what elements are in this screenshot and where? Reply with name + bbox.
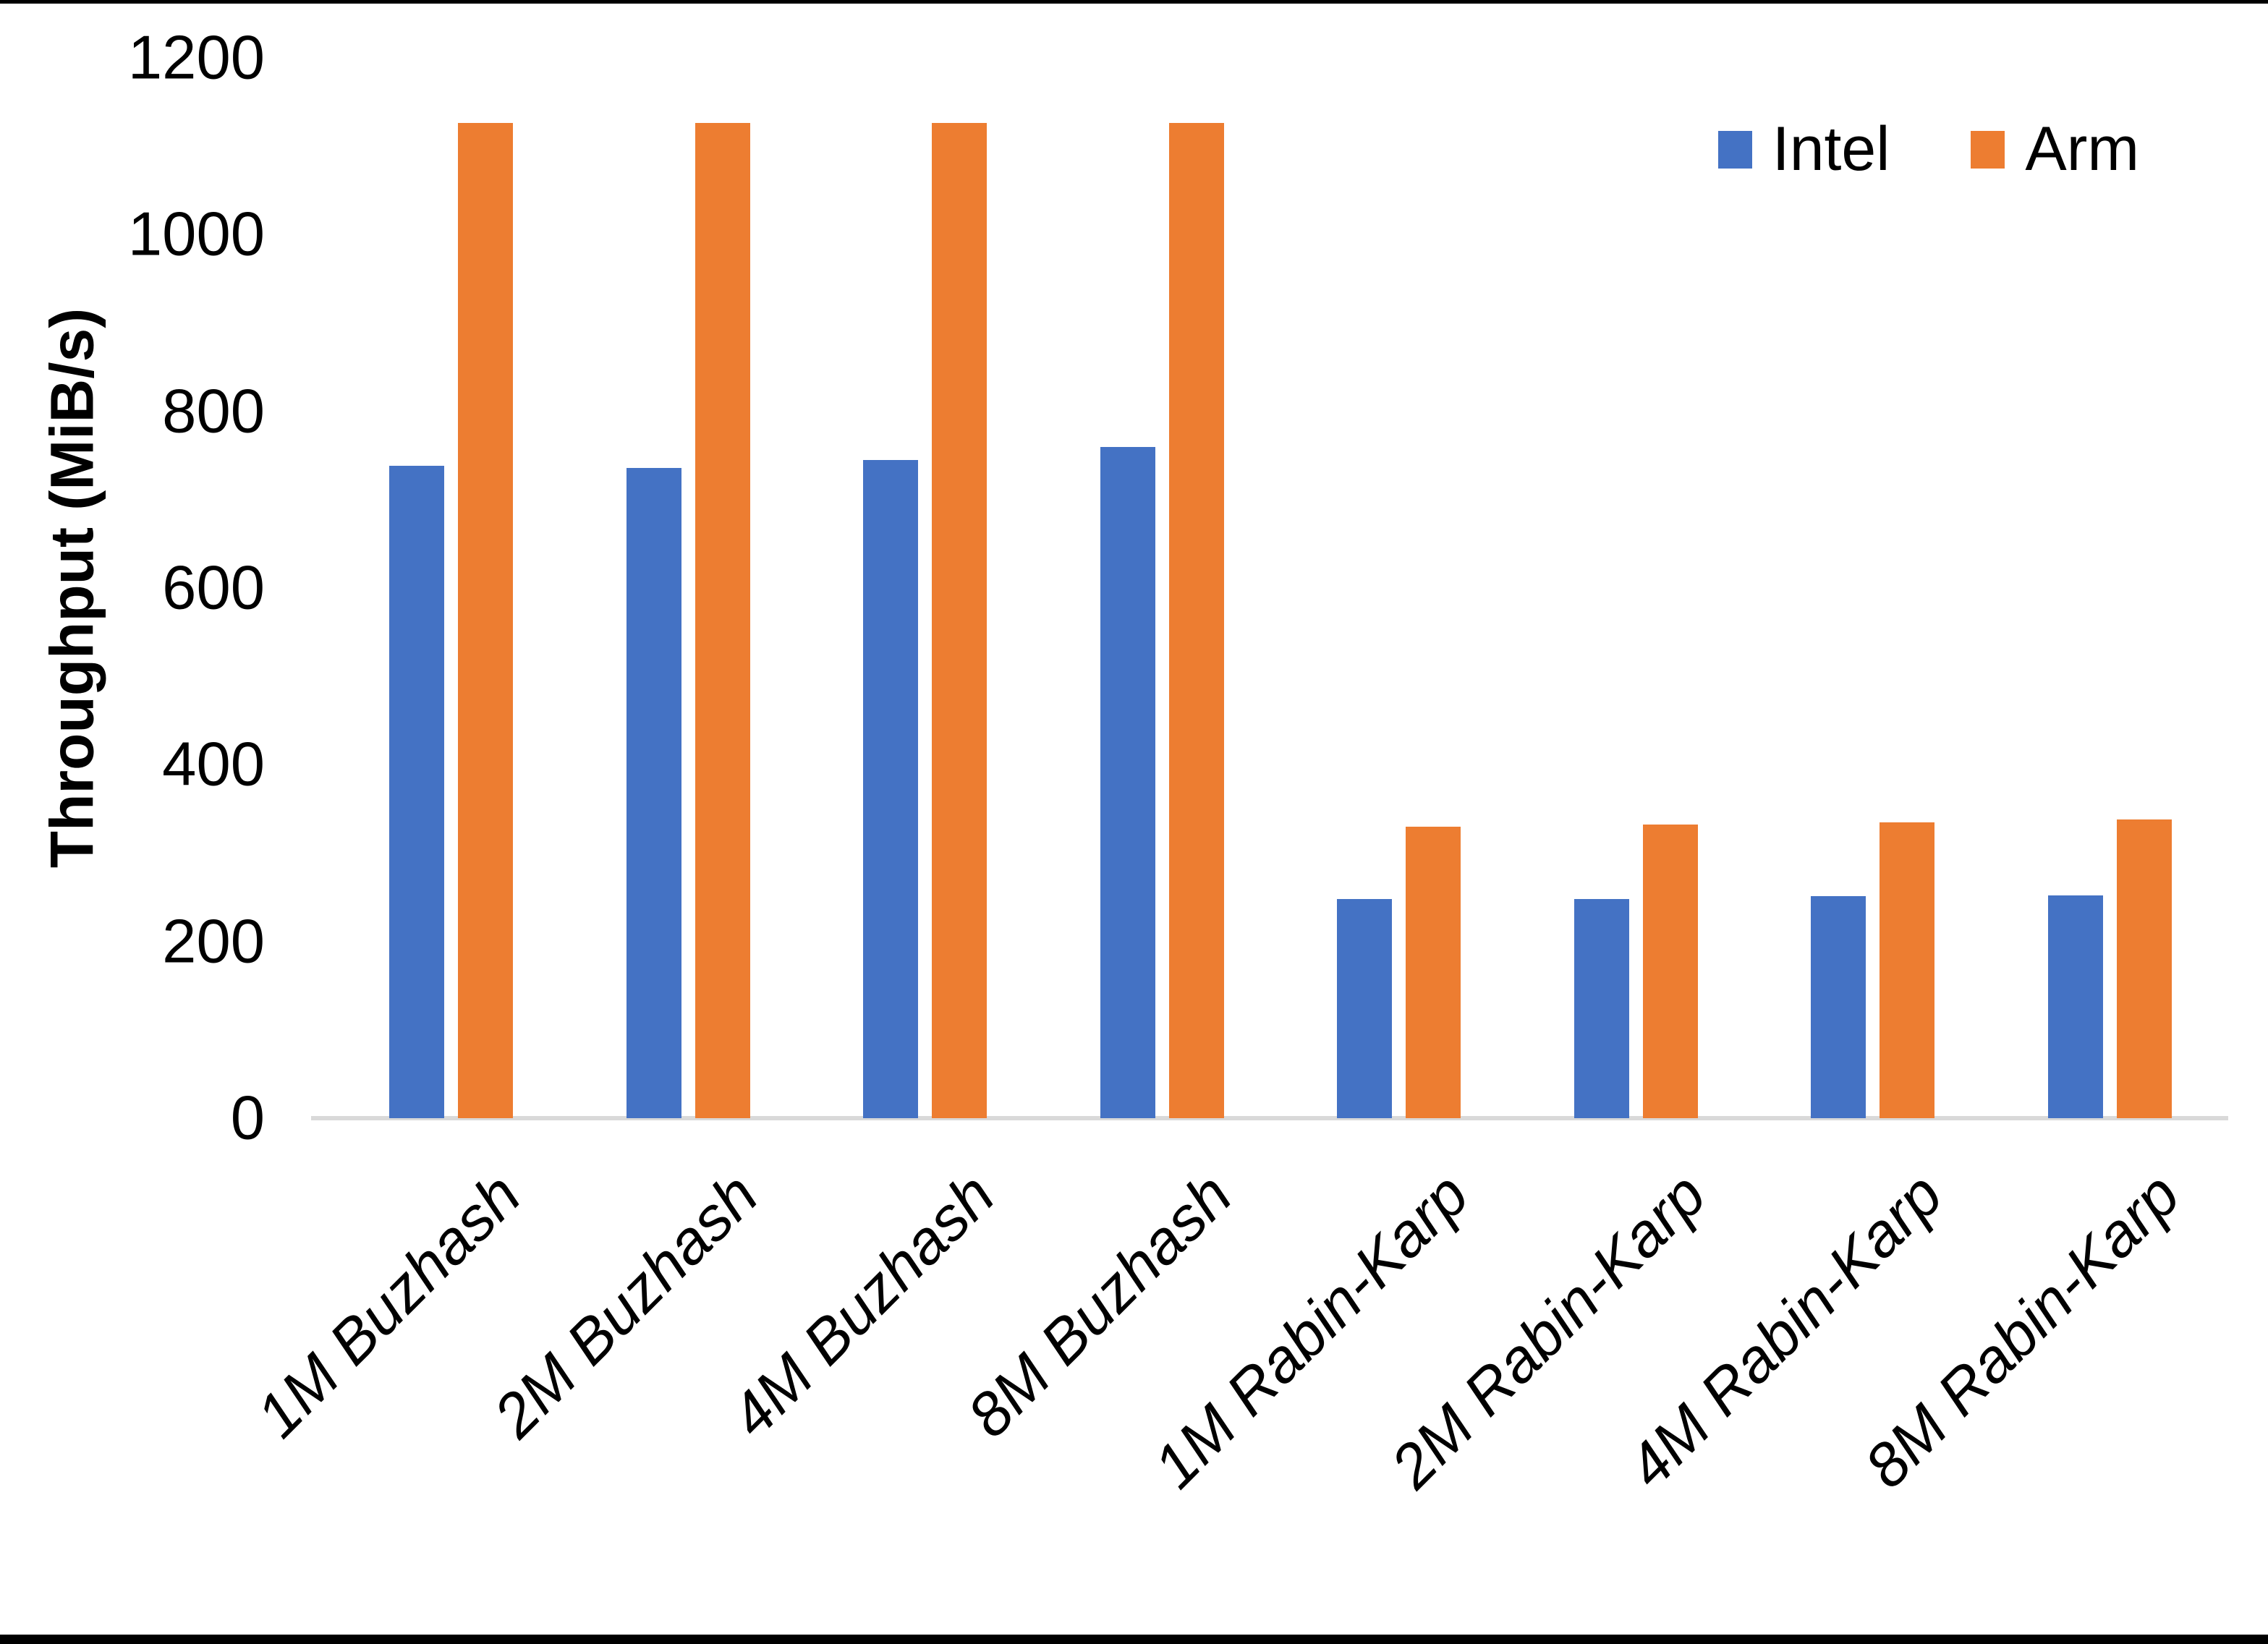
bar-group-2m-buzhash [570, 58, 807, 1118]
bar-group-2m-rabin-karp [1518, 58, 1755, 1118]
x-axis-tick-labels: 1M Buzhash 2M Buzhash 4M Buzhash 8M Buzh… [244, 1160, 2228, 1566]
legend-item-arm: Arm [1971, 114, 2139, 185]
y-tick-600: 600 [162, 553, 265, 623]
bar-intel [1573, 899, 1629, 1118]
y-tick-0: 0 [230, 1083, 265, 1153]
bar-intel [2047, 895, 2103, 1118]
y-tick-200: 200 [162, 907, 265, 976]
plot-area [311, 58, 2228, 1120]
bar-intel [626, 467, 681, 1118]
bar-group-1m-buzhash [333, 58, 570, 1118]
bar-arm [1880, 822, 1935, 1118]
bar-group-4m-buzhash [807, 58, 1044, 1118]
bar-groups [333, 58, 2228, 1118]
bar-intel [389, 466, 445, 1118]
bar-arm [1168, 123, 1224, 1118]
bar-arm [932, 123, 988, 1118]
bar-group-1m-rabin-karp [1280, 58, 1518, 1118]
bar-group-4m-rabin-karp [1754, 58, 1992, 1118]
y-tick-1000: 1000 [127, 200, 265, 269]
bar-intel [1337, 899, 1393, 1118]
y-axis-tick-labels: 1200 1000 800 600 400 200 0 [0, 27, 265, 1149]
bar-intel [1811, 896, 1866, 1118]
bar-group-8m-buzhash [1044, 58, 1281, 1118]
legend-item-intel: Intel [1717, 114, 1890, 185]
legend-label-intel: Intel [1772, 114, 1890, 184]
x-axis-line [311, 1116, 2228, 1120]
arm-color-swatch-icon [1971, 130, 2005, 169]
legend: Intel Arm [1717, 114, 2139, 185]
y-tick-1200: 1200 [127, 23, 265, 93]
y-tick-800: 800 [162, 377, 265, 446]
bar-arm [695, 123, 750, 1118]
bar-arm [1406, 826, 1461, 1118]
bar-intel [1100, 446, 1155, 1118]
bar-arm [1642, 825, 1698, 1118]
intel-color-swatch-icon [1717, 130, 1752, 169]
legend-label-arm: Arm [2025, 114, 2139, 184]
bar-arm [2116, 819, 2172, 1118]
bar-arm [458, 123, 514, 1118]
y-tick-400: 400 [162, 730, 265, 799]
bar-group-8m-rabin-karp [1992, 58, 2229, 1118]
bar-intel [863, 459, 919, 1118]
